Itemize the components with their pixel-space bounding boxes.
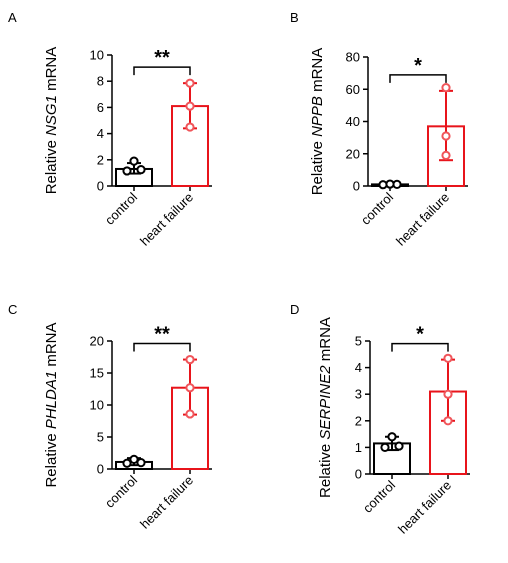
data-point xyxy=(443,389,453,399)
y-axis-label-gene: NPPB xyxy=(309,96,326,137)
x-tick-label: control xyxy=(102,189,140,227)
significance-bracket xyxy=(133,66,191,76)
data-point xyxy=(185,122,195,132)
y-tick-label: 4 xyxy=(355,360,362,375)
y-axis-label: Relative NPPB mRNA xyxy=(309,48,326,196)
x-tick-label: control xyxy=(358,189,396,227)
x-tick-label: heart failure xyxy=(395,478,454,537)
y-axis-label: Relative NSG1 mRNA xyxy=(43,47,60,195)
y-tick-label: 40 xyxy=(346,114,360,129)
y-tick-label: 0 xyxy=(97,179,104,194)
data-point xyxy=(385,179,395,189)
x-tick-label: heart failure xyxy=(393,190,452,249)
y-tick-label: 20 xyxy=(90,334,104,349)
y-axis-label-gene: NSG1 xyxy=(43,95,60,136)
data-point xyxy=(441,83,451,93)
y-axis-label-suffix: mRNA xyxy=(43,322,60,370)
data-point xyxy=(185,78,195,88)
y-tick-label: 10 xyxy=(90,398,104,413)
y-axis-label-gene: SERPINE2 xyxy=(317,365,334,440)
data-point xyxy=(380,442,390,452)
chart-panel-c: 0 5 10 15 20 Relative PHLDA1 mRNA controlheart… xyxy=(43,322,212,532)
y-axis-label-suffix: mRNA xyxy=(317,317,334,365)
y-tick-label: 8 xyxy=(97,74,104,89)
significance-label: ** xyxy=(154,324,170,346)
data-point xyxy=(441,150,451,160)
y-axis-label: Relative PHLDA1 mRNA xyxy=(43,322,60,487)
y-tick-label: 0 xyxy=(355,467,362,482)
significance-label: * xyxy=(416,324,424,346)
data-point xyxy=(443,353,453,363)
data-point xyxy=(122,458,132,468)
y-axis-label-suffix: mRNA xyxy=(43,47,60,95)
significance-label: * xyxy=(414,55,422,77)
significance-label: ** xyxy=(154,47,170,69)
y-axis-label-prefix: Relative xyxy=(309,137,326,195)
y-axis-label-prefix: Relative xyxy=(43,136,60,194)
x-tick-label: control xyxy=(360,477,398,515)
y-tick-label: 0 xyxy=(97,462,104,477)
x-tick-label: heart failure xyxy=(137,473,196,532)
data-point xyxy=(136,458,146,468)
data-point xyxy=(441,131,451,141)
y-axis-label: Relative SERPINE2 mRNA xyxy=(317,317,334,498)
significance-bracket xyxy=(391,342,449,352)
data-point xyxy=(185,354,195,365)
data-point xyxy=(185,409,195,419)
y-axis-label-prefix: Relative xyxy=(317,440,334,498)
significance-bracket xyxy=(389,74,447,83)
data-point xyxy=(185,101,195,111)
data-point xyxy=(387,432,397,442)
data-point xyxy=(443,416,453,426)
y-tick-label: 60 xyxy=(346,82,360,97)
y-tick-label: 6 xyxy=(97,100,104,115)
y-tick-label: 4 xyxy=(97,126,104,141)
y-tick-label: 2 xyxy=(97,152,104,167)
panel-label-d: D xyxy=(290,302,299,317)
y-axis-label-suffix: mRNA xyxy=(309,48,326,96)
y-tick-label: 5 xyxy=(97,430,104,445)
y-tick-label: 3 xyxy=(355,387,362,402)
data-point xyxy=(394,441,404,451)
x-tick-label: control xyxy=(102,472,140,510)
panel-label-a: A xyxy=(8,10,17,25)
data-point xyxy=(129,156,139,166)
y-axis-label-gene: PHLDA1 xyxy=(43,371,60,429)
y-tick-label: 80 xyxy=(346,50,360,65)
y-tick-label: 15 xyxy=(90,366,104,381)
y-axis-label-prefix: Relative xyxy=(43,429,60,487)
y-tick-label: 2 xyxy=(355,413,362,428)
y-tick-label: 1 xyxy=(355,440,362,455)
y-tick-label: 5 xyxy=(355,334,362,349)
chart-panel-d: 0 1 2 3 4 5 Relative SERPINE2 mRNA controlheart… xyxy=(317,317,470,537)
y-tick-label: 10 xyxy=(90,48,104,63)
y-tick-label: 20 xyxy=(346,146,360,161)
chart-panel-b: 0 20 40 60 80 Relative NPPB mRNA controlheart … xyxy=(309,48,468,249)
data-point xyxy=(129,454,139,464)
significance-bracket xyxy=(133,342,191,352)
x-tick-label: heart failure xyxy=(137,190,196,249)
data-point xyxy=(185,383,195,393)
panel-label-b: B xyxy=(290,10,299,25)
y-tick-label: 0 xyxy=(353,179,360,194)
data-point xyxy=(122,166,132,176)
data-point xyxy=(136,165,146,175)
panel-label-c: C xyxy=(8,302,17,317)
